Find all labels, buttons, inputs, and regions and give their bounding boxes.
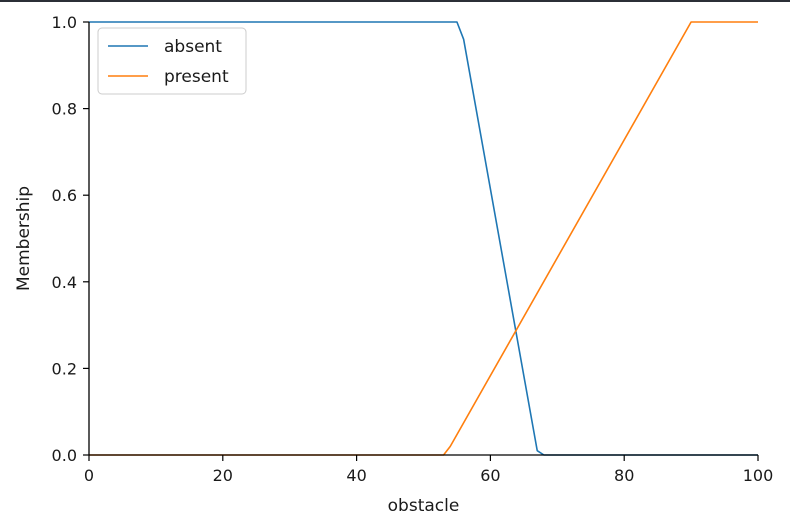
x-tick-label: 100 bbox=[743, 466, 774, 485]
y-tick-label: 1.0 bbox=[52, 13, 77, 32]
axes-layer bbox=[88, 22, 758, 456]
y-tick-label: 0.6 bbox=[52, 186, 77, 205]
legend-box bbox=[97, 27, 247, 95]
ticks-layer: 0 20 40 60 80 100 0.0 0.2 0.4 0.6 0.8 1.0 bbox=[52, 13, 774, 485]
legend-label-absent: absent bbox=[164, 37, 222, 57]
x-tick-label: 0 bbox=[84, 466, 94, 485]
y-axis-label: Membership bbox=[14, 186, 34, 291]
legend: absent present bbox=[97, 27, 247, 95]
y-tick-label: 0.2 bbox=[52, 359, 77, 378]
x-tick-label: 60 bbox=[480, 466, 500, 485]
y-tick-label: 0.0 bbox=[52, 446, 77, 465]
y-tick-label: 0.8 bbox=[52, 100, 77, 119]
x-tick-label: 80 bbox=[614, 466, 634, 485]
legend-label-present: present bbox=[164, 67, 229, 87]
x-tick-label: 40 bbox=[346, 466, 366, 485]
window-top-border bbox=[0, 0, 790, 2]
x-tick-label: 20 bbox=[213, 466, 233, 485]
y-tick-label: 0.4 bbox=[52, 273, 77, 292]
x-axis-label: obstacle bbox=[388, 496, 460, 516]
